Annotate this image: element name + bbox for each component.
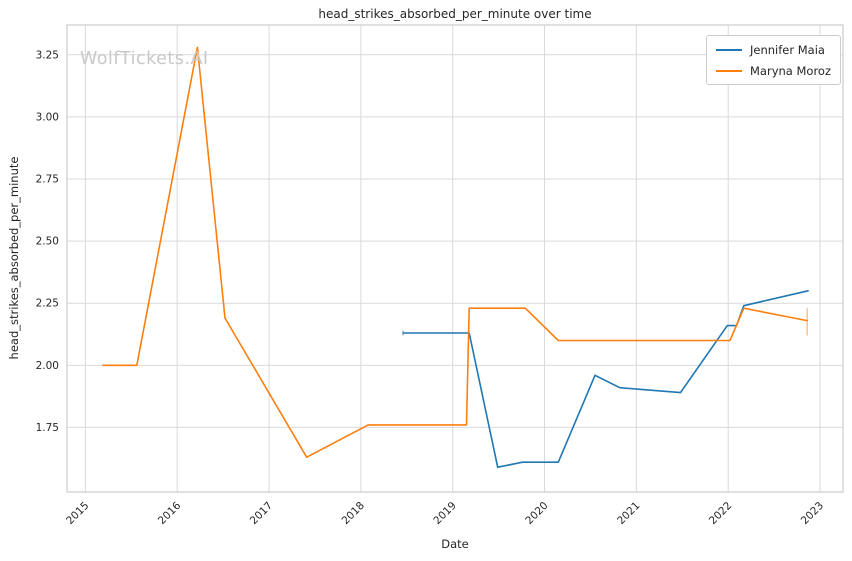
y-tick-label: 1.75 — [36, 422, 59, 434]
y-tick-label: 2.75 — [36, 174, 59, 186]
legend-line-swatch — [716, 69, 742, 72]
y-tick-label: 3.25 — [36, 49, 59, 61]
legend-item-jennifer-maia: Jennifer Maia — [716, 41, 831, 58]
legend-item-maryna-moroz: Maryna Moroz — [716, 62, 831, 79]
series-line — [102, 46, 809, 459]
y-axis-label: head_strikes_absorbed_per_minute — [7, 156, 21, 360]
legend: Jennifer Maia Maryna Moroz — [706, 35, 841, 85]
watermark: WolfTickets.AI — [80, 49, 209, 69]
y-tick-label: 2.25 — [36, 298, 59, 310]
y-tick-label: 2.50 — [36, 236, 59, 248]
axes-box — [66, 24, 844, 493]
gridlines — [67, 25, 843, 492]
legend-label: Jennifer Maia — [750, 42, 825, 57]
legend-line-swatch — [716, 48, 742, 51]
series-maryna-moroz — [102, 46, 809, 459]
chart-title: head_strikes_absorbed_per_minute over ti… — [318, 7, 592, 21]
y-tick-label: 3.00 — [36, 111, 59, 123]
y-tick-labels: 1.75 2.00 2.25 2.50 2.75 3.00 3.25 — [36, 49, 59, 434]
y-tick-label: 2.00 — [36, 360, 59, 372]
x-axis-label: Date — [441, 537, 469, 551]
legend-label: Maryna Moroz — [750, 63, 831, 78]
